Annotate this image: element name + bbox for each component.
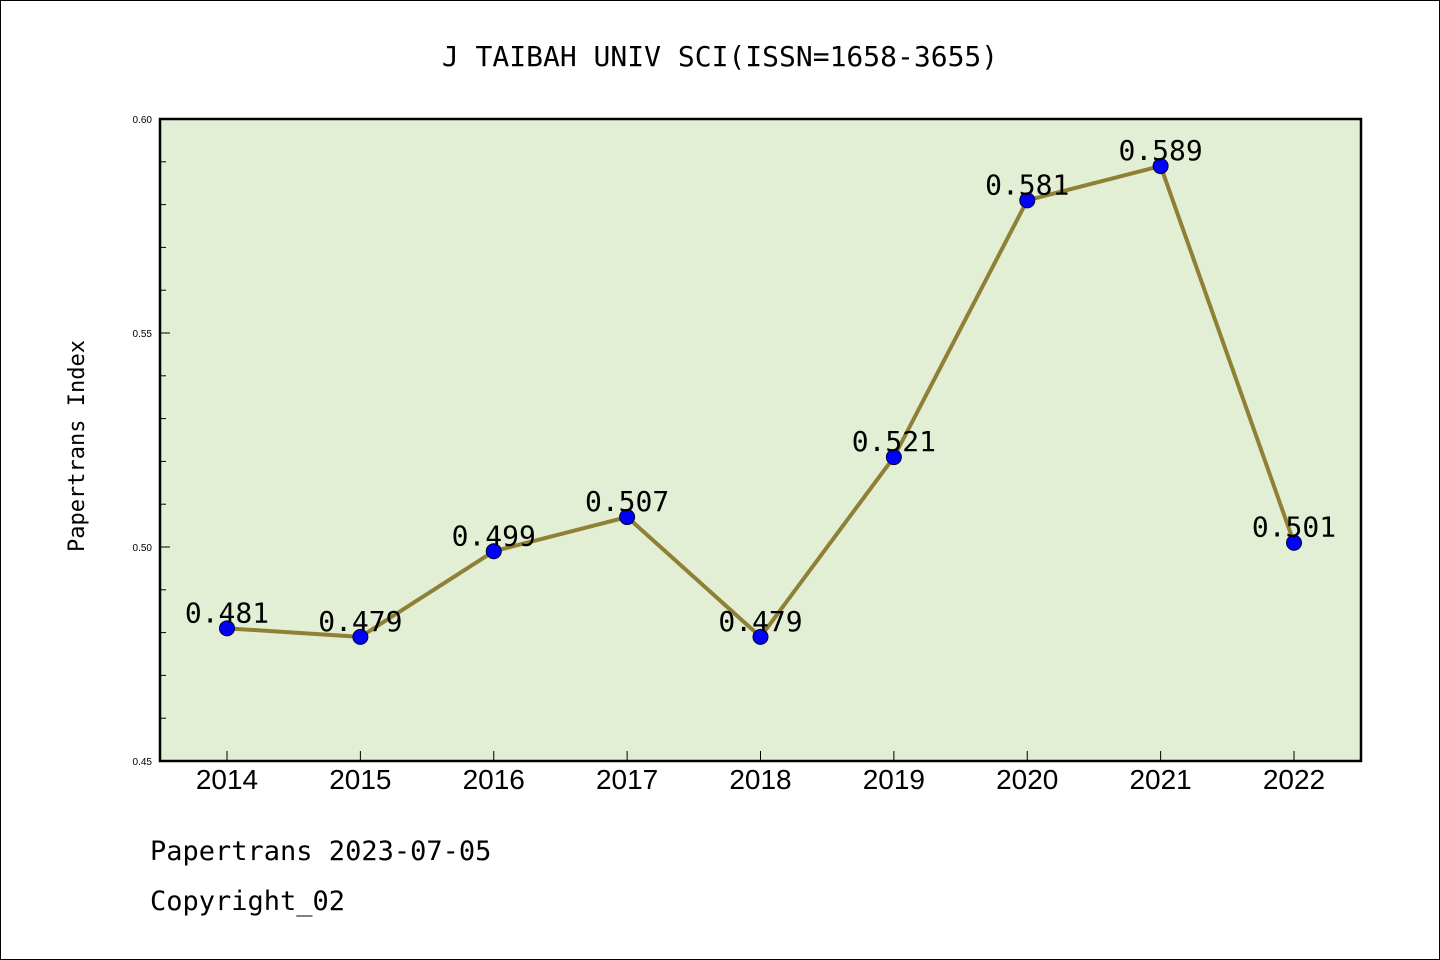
- x-tick-label: 2016: [463, 764, 525, 795]
- plot-area: [160, 119, 1361, 761]
- data-label: 0.507: [585, 485, 669, 518]
- data-point: [352, 628, 369, 645]
- data-point: [752, 628, 769, 645]
- data-point: [619, 509, 636, 526]
- y-axis-label: Papertrans Index: [65, 340, 90, 552]
- data-label: 0.499: [452, 519, 536, 552]
- data-labels: 0.481 0.479 0.499 0.507 0.479 0.521 0.581 0.589…: [185, 134, 1336, 638]
- data-label: 0.521: [852, 425, 936, 458]
- data-label: 0.479: [718, 605, 802, 638]
- footer-copyright: Copyright_02: [150, 886, 346, 917]
- data-point: [485, 543, 502, 560]
- data-label: 0.481: [185, 596, 269, 629]
- x-tick-label: 2018: [729, 764, 791, 795]
- data-point: [1019, 192, 1036, 209]
- x-tick-label: 2015: [329, 764, 391, 795]
- data-label: 0.581: [985, 168, 1069, 201]
- y-tick-label: 0.50: [133, 543, 153, 554]
- data-label: 0.589: [1118, 134, 1202, 167]
- x-axis: 2014 2015 2016 2017 2018 2019 2020 2021 2022: [196, 751, 1325, 795]
- chart-title: J TAIBAH UNIV SCI(ISSN=1658-3655): [442, 40, 998, 73]
- data-point: [1152, 158, 1169, 175]
- x-tick-label: 2019: [863, 764, 925, 795]
- y-tick-label: 0.45: [133, 757, 153, 768]
- data-markers: [219, 158, 1302, 645]
- y-tick-label: 0.60: [133, 115, 153, 126]
- data-point: [219, 620, 235, 637]
- data-point: [1286, 534, 1302, 551]
- x-tick-label: 2021: [1129, 764, 1191, 795]
- x-tick-label: 2014: [196, 764, 258, 795]
- data-point: [885, 449, 902, 466]
- data-label: 0.479: [318, 605, 402, 638]
- x-tick-label: 2020: [996, 764, 1058, 795]
- data-label: 0.501: [1252, 511, 1336, 544]
- x-tick-label: 2017: [596, 764, 658, 795]
- footer-source-date: Papertrans 2023-07-05: [150, 836, 492, 867]
- y-tick-label: 0.55: [133, 329, 153, 340]
- plot-border: [158, 117, 1363, 763]
- x-tick-label: 2022: [1263, 764, 1325, 795]
